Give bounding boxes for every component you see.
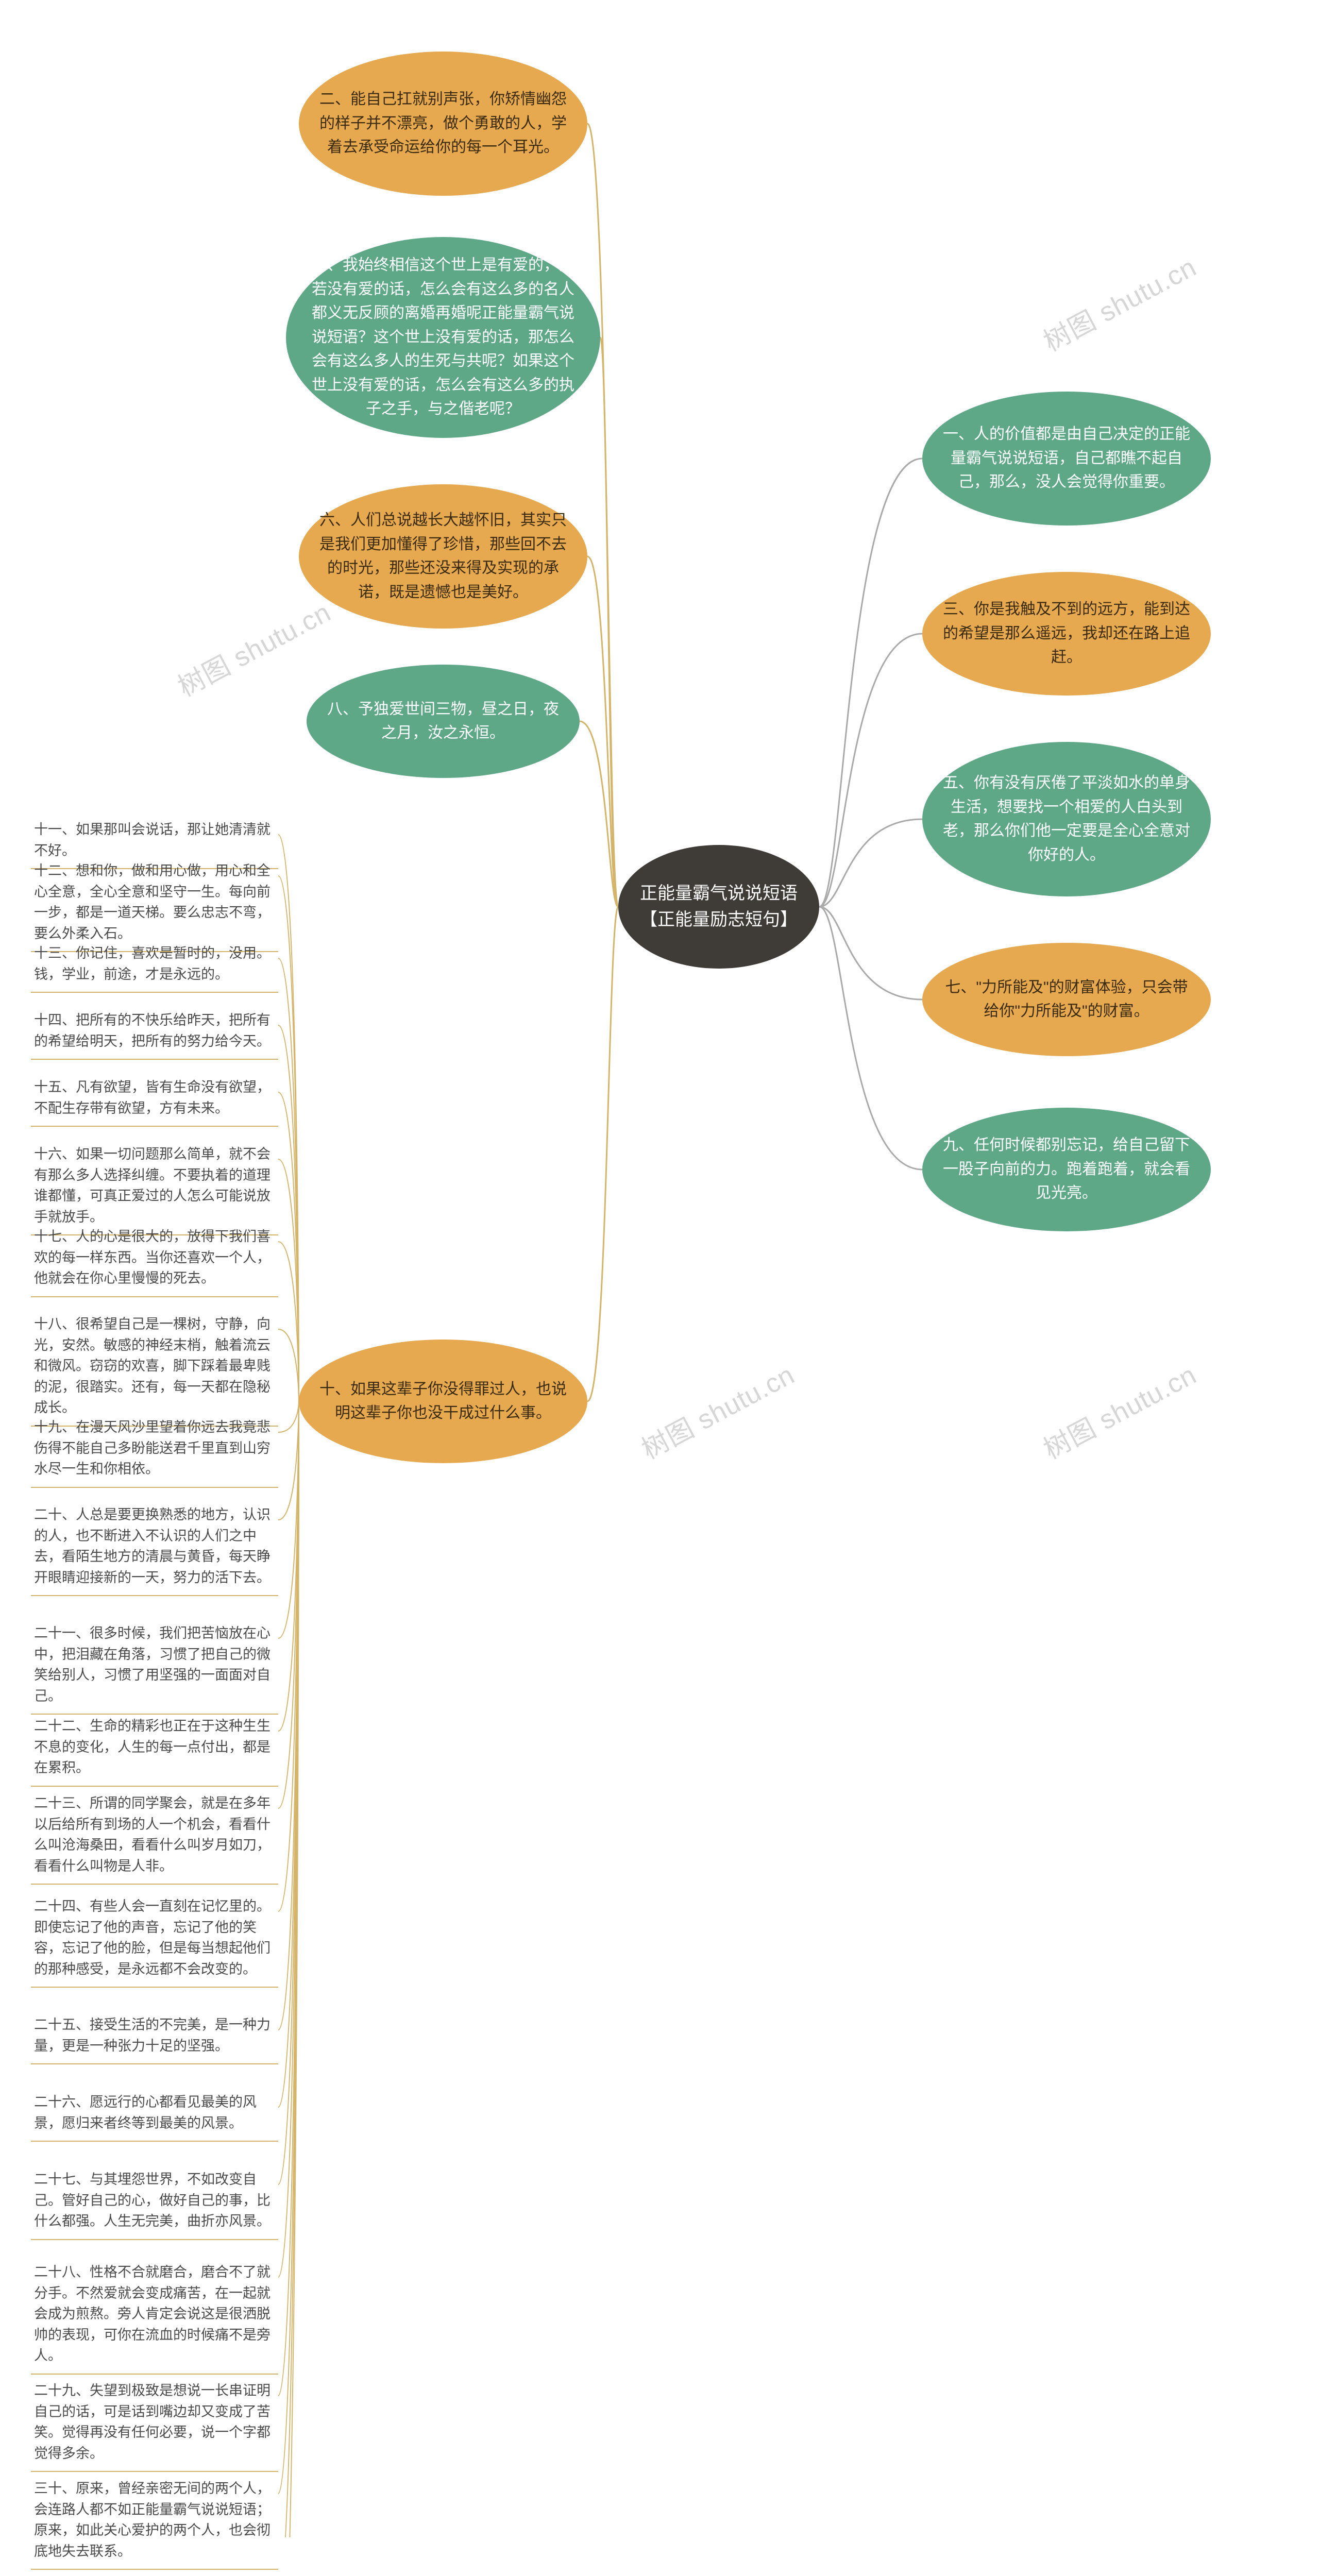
connector-edge — [278, 1025, 299, 1401]
watermark: 树图 shutu.cn — [1036, 246, 1202, 359]
connector-edge — [278, 1159, 299, 1401]
connector-edge — [580, 721, 618, 907]
connector-edge — [278, 1401, 299, 1911]
connector-edge — [278, 1401, 299, 2396]
l19-text: 十九、在漫天风沙里望着你远去我竟悲伤得不能自己多盼能送君千里直到山穷水尽一生和你… — [34, 1419, 270, 1477]
connector-edge — [278, 1401, 299, 2030]
l14-text: 十四、把所有的不快乐给昨天，把所有的希望给明天，把所有的努力给今天。 — [34, 1012, 270, 1049]
l28-text: 二十八、性格不合就磨合，磨合不了就分手。不然爱就会变成痛苦，在一起就会成为煎熬。… — [34, 2264, 270, 2363]
l25: 二十五、接受生活的不完美，是一种力量，更是一种张力十足的坚强。 — [31, 2009, 278, 2064]
l24: 二十四、有些人会一直刻在记忆里的。即使忘记了他的声音，忘记了他的笑容，忘记了他的… — [31, 1891, 278, 1988]
n1: 一、人的价值都是由自己决定的正能量霸气说说短语，自己都瞧不起自己，那么，没人会觉… — [922, 392, 1211, 526]
connector-edge — [819, 907, 922, 1170]
watermark: 树图 shutu.cn — [170, 591, 336, 704]
connector-edge — [587, 124, 618, 907]
l30: 三十、原来，曾经亲密无间的两个人，会连路人都不如正能量霸气说说短语；原来，如此关… — [31, 2473, 278, 2570]
mindmap-canvas: 正能量霸气说说短语【正能量励志短句】 二、能自己扛就别声张，你矫情幽怨的样子并不漂… — [0, 0, 1319, 2537]
l25-text: 二十五、接受生活的不完美，是一种力量，更是一种张力十足的坚强。 — [34, 2017, 270, 2054]
n3: 三、你是我触及不到的远方，能到达的希望是那么遥远，我却还在路上追赶。 — [922, 572, 1211, 696]
connector-edge — [278, 1242, 299, 1401]
l15: 十五、凡有欲望，皆有生命没有欲望，不配生存带有欲望，方有未来。 — [31, 1072, 278, 1127]
connector-edge — [587, 907, 618, 1401]
watermark: 树图 shutu.cn — [634, 1353, 800, 1466]
connector-edge — [278, 1401, 299, 2277]
connector-edge — [278, 1401, 299, 2184]
n7: 七、"力所能及"的财富体验，只会带给你"力所能及"的财富。 — [922, 943, 1211, 1056]
n1-text: 一、人的价值都是由自己决定的正能量霸气说说短语，自己都瞧不起自己，那么，没人会觉… — [941, 422, 1192, 495]
l22-text: 二十二、生命的精彩也正在于这种生生不息的变化，人生的每一点付出，都是在累积。 — [34, 1718, 270, 1775]
connector-edge — [278, 835, 299, 1401]
connector-edge — [278, 1092, 299, 1401]
l26-text: 二十六、愿远行的心都看见最美的风景，愿归来者终等到最美的风景。 — [34, 2094, 257, 2131]
l29-text: 二十九、失望到极致是想说一长串证明自己的话，可是话到嘴边却又变成了苦笑。觉得再没… — [34, 2383, 270, 2461]
center-node: 正能量霸气说说短语【正能量励志短句】 — [618, 845, 819, 969]
n3-text: 三、你是我触及不到的远方，能到达的希望是那么遥远，我却还在路上追赶。 — [941, 598, 1192, 670]
n6: 六、人们总说越长大越怀旧，其实只是我们更加懂得了珍惜，那些回不去的时光，那些还没… — [299, 484, 587, 629]
n2: 二、能自己扛就别声张，你矫情幽怨的样子并不漂亮，做个勇敢的人，学着去承受命运给你… — [299, 52, 587, 196]
l17-text: 十七、人的心是很大的，放得下我们喜欢的每一样东西。当你还喜欢一个人，他就会在你心… — [34, 1229, 270, 1286]
l12-text: 十二、想和你，做和用心做，用心和全心全意，全心全意和坚守一生。每向前一步，都是一… — [34, 863, 270, 941]
connector-edge — [819, 459, 922, 907]
connector-edge — [278, 1401, 299, 1731]
l21-text: 二十一、很多时候，我们把苦恼放在心中，把泪藏在角落，习惯了把自己的微笑给别人，习… — [34, 1625, 270, 1704]
connector-edge — [278, 1401, 299, 1808]
connector-edge — [278, 958, 299, 1401]
l29: 二十九、失望到极致是想说一长串证明自己的话，可是话到嘴边却又变成了苦笑。觉得再没… — [31, 2375, 278, 2472]
n5-text: 五、你有没有厌倦了平淡如水的单身生活，想要找一个相爱的人白头到老，那么你们他一定… — [941, 771, 1192, 867]
l20-text: 二十、人总是要更换熟悉的地方，认识的人，也不断进入不认识的人们之中去，看陌生地方… — [34, 1507, 270, 1585]
l21: 二十一、很多时候，我们把苦恼放在心中，把泪藏在角落，习惯了把自己的微笑给别人，习… — [31, 1618, 278, 1715]
l27: 二十七、与其埋怨世界，不如改变自己。管好自己的心，做好自己的事，比什么都强。人生… — [31, 2164, 278, 2240]
l28: 二十八、性格不合就磨合，磨合不了就分手。不然爱就会变成痛苦，在一起就会成为煎熬。… — [31, 2257, 278, 2375]
n7-text: 七、"力所能及"的财富体验，只会带给你"力所能及"的财富。 — [941, 976, 1192, 1024]
connector-edge — [278, 1401, 299, 2107]
n2-text: 二、能自己扛就别声张，你矫情幽怨的样子并不漂亮，做个勇敢的人，学着去承受命运给你… — [317, 88, 569, 160]
center-title: 正能量霸气说说短语【正能量励志短句】 — [637, 880, 801, 933]
n4-text: 四、我始终相信这个世上是有爱的，如若没有爱的话，怎么会有这么多的名人都义无反顾的… — [305, 253, 582, 421]
connector-edge — [600, 337, 618, 907]
connector-edge — [278, 876, 299, 1401]
n8: 八、予独爱世间三物，昼之日，夜之月，汝之永恒。 — [307, 665, 580, 778]
l18: 十八、很希望自己是一棵树，守静，向光，安然。敏感的神经末梢，触着流云和微风。窃窃… — [31, 1309, 278, 1427]
l23: 二十三、所谓的同学聚会，就是在多年以后给所有到场的人一个机会，看看什么叫沧海桑田… — [31, 1788, 278, 1885]
l30-text: 三十、原来，曾经亲密无间的两个人，会连路人都不如正能量霸气说说短语；原来，如此关… — [34, 2481, 270, 2559]
connector-edge — [278, 1401, 299, 2494]
connector-edge — [278, 1401, 299, 1638]
n5: 五、你有没有厌倦了平淡如水的单身生活，想要找一个相爱的人白头到老，那么你们他一定… — [922, 742, 1211, 896]
n9: 九、任何时候都别忘记，给自己留下一股子向前的力。跑着跑着，就会看见光亮。 — [922, 1108, 1211, 1231]
l11-text: 十一、如果那叫会说话，那让她清清就不好。 — [34, 822, 270, 858]
l14: 十四、把所有的不快乐给昨天，把所有的希望给明天，把所有的努力给今天。 — [31, 1005, 278, 1060]
l17: 十七、人的心是很大的，放得下我们喜欢的每一样东西。当你还喜欢一个人，他就会在你心… — [31, 1221, 278, 1297]
n9-text: 九、任何时候都别忘记，给自己留下一股子向前的力。跑着跑着，就会看见光亮。 — [941, 1133, 1192, 1206]
connector-edge — [819, 819, 922, 907]
l20: 二十、人总是要更换熟悉的地方，认识的人，也不断进入不认识的人们之中去，看陌生地方… — [31, 1499, 278, 1596]
n10: 十、如果这辈子你没得罪过人，也说明这辈子你也没干成过什么事。 — [299, 1340, 587, 1463]
n10-text: 十、如果这辈子你没得罪过人，也说明这辈子你也没干成过什么事。 — [317, 1378, 569, 1426]
connector-edge — [278, 1401, 299, 1520]
connector-edge — [587, 556, 618, 907]
n4: 四、我始终相信这个世上是有爱的，如若没有爱的话，怎么会有这么多的名人都义无反顾的… — [286, 237, 600, 438]
l18-text: 十八、很希望自己是一棵树，守静，向光，安然。敏感的神经末梢，触着流云和微风。窃窃… — [34, 1316, 270, 1415]
connector-edge — [278, 1329, 299, 1401]
l13-text: 十三、你记住，喜欢是暂时的，没用。钱，学业，前途，才是永远的。 — [34, 945, 270, 982]
l22: 二十二、生命的精彩也正在于这种生生不息的变化，人生的每一点付出，都是在累积。 — [31, 1710, 278, 1787]
l26: 二十六、愿远行的心都看见最美的风景，愿归来者终等到最美的风景。 — [31, 2087, 278, 2142]
n6-text: 六、人们总说越长大越怀旧，其实只是我们更加懂得了珍惜，那些回不去的时光，那些还没… — [317, 509, 569, 604]
l13: 十三、你记住，喜欢是暂时的，没用。钱，学业，前途，才是永远的。 — [31, 938, 278, 993]
l19: 十九、在漫天风沙里望着你远去我竟悲伤得不能自己多盼能送君千里直到山穷水尽一生和你… — [31, 1412, 278, 1488]
connector-edge — [278, 1401, 299, 2537]
connector-edge — [819, 907, 922, 999]
n8-text: 八、予独爱世间三物，昼之日，夜之月，汝之永恒。 — [325, 698, 561, 745]
l15-text: 十五、凡有欲望，皆有生命没有欲望，不配生存带有欲望，方有未来。 — [34, 1079, 270, 1116]
connector-edge — [278, 1401, 299, 2537]
l23-text: 二十三、所谓的同学聚会，就是在多年以后给所有到场的人一个机会，看看什么叫沧海桑田… — [34, 1795, 270, 1874]
l24-text: 二十四、有些人会一直刻在记忆里的。即使忘记了他的声音，忘记了他的笑容，忘记了他的… — [34, 1899, 270, 1977]
connector-edge — [819, 634, 922, 907]
watermark: 树图 shutu.cn — [1036, 1353, 1202, 1466]
l16-text: 十六、如果一切问题那么简单，就不会有那么多人选择纠缠。不要执着的道理谁都懂，可真… — [34, 1146, 270, 1225]
connector-edge — [278, 1401, 299, 1432]
l27-text: 二十七、与其埋怨世界，不如改变自己。管好自己的心，做好自己的事，比什么都强。人生… — [34, 2172, 270, 2229]
